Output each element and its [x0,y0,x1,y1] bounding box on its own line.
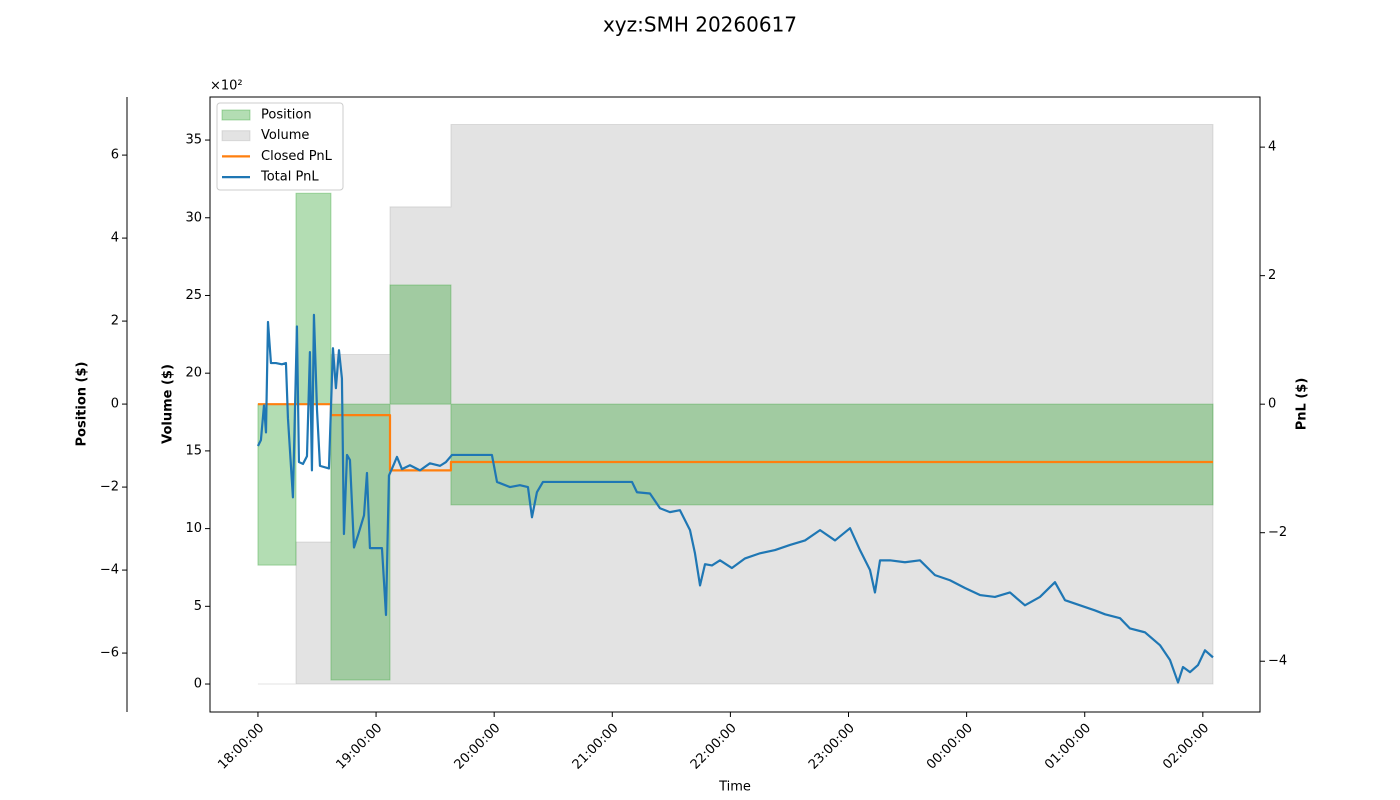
x-axis-label: Time [718,780,751,795]
y2-tick-label: −2 [1268,525,1287,540]
position-axis-label: Position ($) [75,362,90,447]
pnl-axis-label: PnL ($) [1295,378,1310,431]
x-tick-label: 02:00:00 [1160,721,1212,773]
legend-label: Closed PnL [261,149,333,164]
plot-area [256,124,1214,685]
y3-tick-label: 0 [111,397,119,412]
y3-tick-label: 4 [111,231,119,246]
chart-title: xyz:SMH 20260617 [603,13,797,37]
y3-tick-label: 6 [111,148,119,163]
y3-tick-label: −4 [100,563,119,578]
x-tick-label: 01:00:00 [1042,721,1094,773]
y3-tick-label: 2 [111,314,119,329]
y-tick-label: 30 [185,210,202,225]
y2-tick-label: 4 [1268,140,1276,155]
y-tick-label: 35 [185,133,202,148]
y2-tick-label: 2 [1268,268,1276,283]
legend-swatch [221,109,251,121]
legend-label: Position [261,108,312,123]
volume-axis-label: Volume ($) [161,364,176,444]
x-tick-label: 22:00:00 [688,721,740,773]
area [257,192,1214,681]
y2-tick-label: 0 [1268,397,1276,412]
legend-label: Volume [261,128,309,143]
y-tick-label: 20 [185,366,202,381]
x-tick-label: 00:00:00 [924,721,976,773]
y3-tick-label: −2 [100,480,119,495]
legend-label: Total PnL [260,170,319,185]
y-tick-label: 5 [194,599,202,614]
x-tick-label: 19:00:00 [333,721,385,773]
legend-swatch [221,130,251,142]
line [256,313,1214,684]
y-tick-label: 15 [185,443,202,458]
position-offset-label: ×10² [210,79,243,94]
x-tick-label: 18:00:00 [215,721,267,773]
y-tick-label: 25 [185,288,202,303]
x-tick-label: 20:00:00 [452,721,504,773]
legend-box [216,102,344,191]
x-tick-label: 23:00:00 [806,721,858,773]
y-tick-label: 0 [194,677,202,692]
y2-tick-label: −4 [1268,654,1287,669]
area [257,124,1214,685]
y3-tick-label: −6 [100,646,119,661]
x-tick-label: 21:00:00 [570,721,622,773]
legend: Position Volume Closed PnL Total PnL [216,102,344,191]
y-tick-label: 10 [185,521,202,536]
